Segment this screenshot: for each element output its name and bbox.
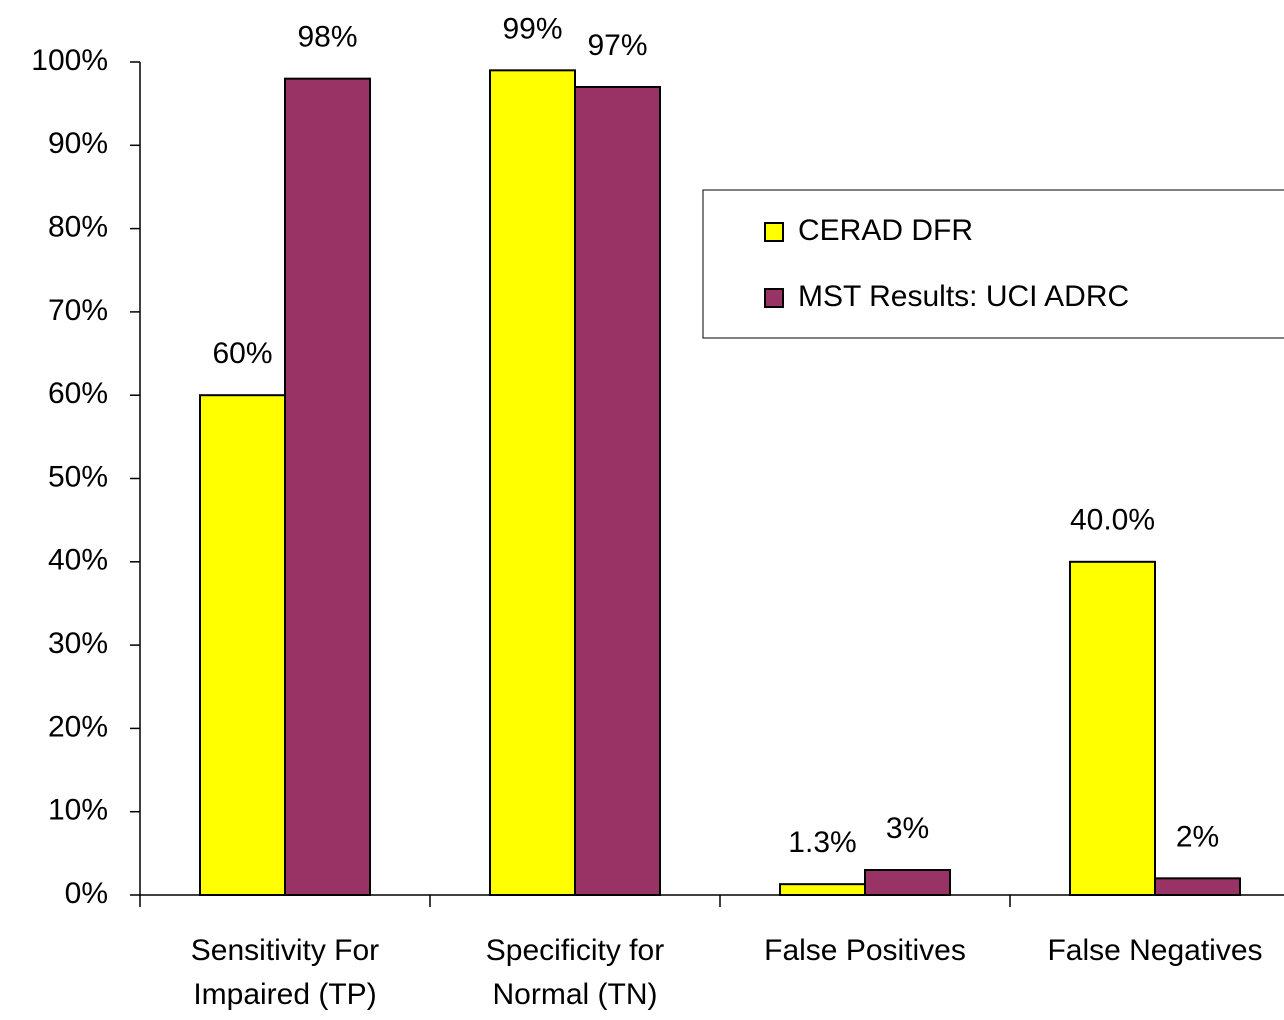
y-tick-label: 30% <box>48 627 108 660</box>
x-tick-label: False Negatives <box>1047 934 1262 967</box>
y-tick-label: 100% <box>31 44 108 77</box>
value-label: 60% <box>212 337 272 370</box>
value-label: 40.0% <box>1070 504 1155 537</box>
bar <box>1069 560 1156 896</box>
legend-label: CERAD DFR <box>798 214 973 247</box>
legend-label: MST Results: UCI ADRC <box>798 280 1129 313</box>
y-tick-label: 0% <box>65 877 108 910</box>
y-tick-label: 10% <box>48 794 108 827</box>
value-label: 2% <box>1176 820 1219 853</box>
value-label: 3% <box>886 812 929 845</box>
x-tick-label: Impaired (TP) <box>193 978 376 1011</box>
x-tick-label: Normal (TN) <box>493 978 658 1011</box>
x-tick-label: Specificity for <box>486 934 664 967</box>
bar <box>489 69 576 896</box>
bar <box>1154 877 1241 897</box>
y-tick-label: 40% <box>48 544 108 577</box>
value-label: 98% <box>297 21 357 54</box>
bar <box>574 85 661 897</box>
value-label: 97% <box>587 29 647 62</box>
x-tick-label: Sensitivity For <box>191 934 379 967</box>
value-label: 99% <box>502 12 562 45</box>
bar <box>199 394 286 896</box>
bar <box>779 883 866 897</box>
y-tick-label: 90% <box>48 127 108 160</box>
value-label: 1.3% <box>788 826 856 859</box>
x-tick-label: False Positives <box>764 934 966 967</box>
y-tick-label: 20% <box>48 710 108 743</box>
y-tick-label: 80% <box>48 211 108 244</box>
y-tick-label: 50% <box>48 460 108 493</box>
bar <box>284 77 371 897</box>
legend-box <box>702 189 1284 339</box>
legend-swatch <box>764 288 784 308</box>
y-tick-label: 60% <box>48 377 108 410</box>
bar <box>864 869 951 897</box>
legend-swatch <box>764 222 784 242</box>
y-tick-label: 70% <box>48 294 108 327</box>
